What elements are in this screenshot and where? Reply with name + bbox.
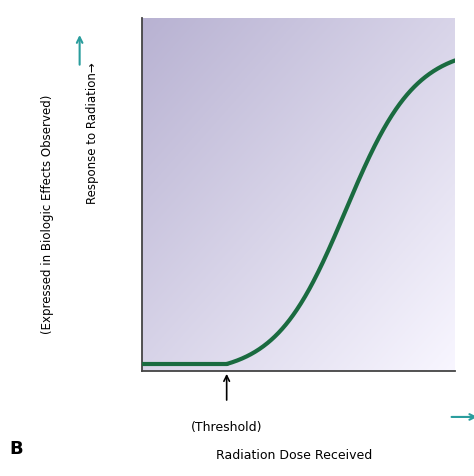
- Text: Radiation Dose Received: Radiation Dose Received: [216, 448, 372, 461]
- Text: (Threshold): (Threshold): [191, 421, 263, 434]
- Text: B: B: [9, 439, 23, 457]
- Text: Response to Radiation→: Response to Radiation→: [86, 62, 99, 204]
- Text: (Expressed in Biologic Effects Observed): (Expressed in Biologic Effects Observed): [41, 95, 54, 334]
